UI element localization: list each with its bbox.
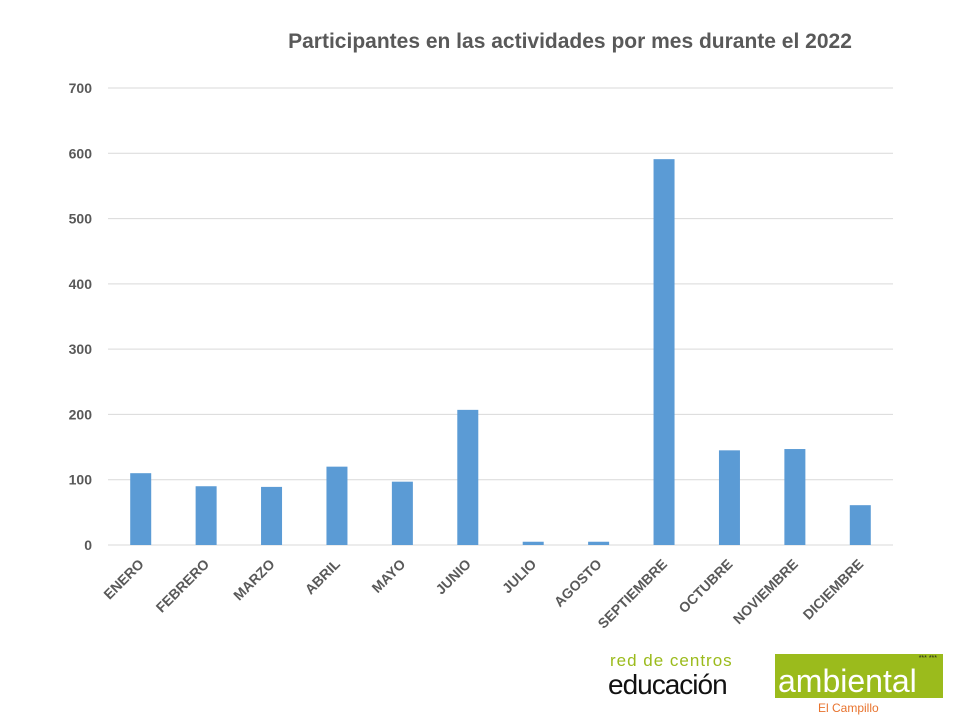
logo-line2: educación (608, 669, 728, 700)
x-tick-label: MAYO (368, 556, 408, 596)
logo-line4: El Campillo (818, 701, 879, 715)
bar-marzo (261, 486, 283, 545)
logo: red de centros educación *** *** ambient… (608, 652, 948, 718)
bar-mayo (391, 481, 413, 545)
bar-abril (326, 466, 348, 545)
bar-noviembre (784, 449, 806, 545)
y-tick-label: 500 (69, 211, 93, 227)
bar-octubre (718, 450, 740, 545)
x-tick-label: OCTUBRE (675, 556, 735, 616)
logo-stars: *** *** (918, 655, 937, 662)
bar-septiembre (653, 159, 675, 545)
y-tick-label: 0 (84, 537, 92, 553)
x-tick-label: ENERO (100, 556, 147, 603)
bar-julio (522, 541, 544, 545)
bar-diciembre (849, 505, 871, 545)
y-tick-label: 200 (69, 406, 93, 422)
logo-line3: *** *** ambiental (775, 654, 943, 698)
x-tick-label: AGOSTO (551, 556, 605, 610)
bar-chart: 0 100 200 300 400 500 600 700 ENERO FEBRERO MARZO A… (69, 80, 893, 632)
y-tick-label: 400 (69, 276, 93, 292)
y-tick-label: 700 (69, 80, 93, 96)
x-tick-label: JUNIO (432, 556, 474, 598)
logo-line1: red de centros (610, 651, 733, 670)
y-tick-label: 300 (69, 341, 93, 357)
x-tick-label: MARZO (230, 556, 278, 604)
x-tick-label: FEBRERO (153, 556, 213, 616)
x-tick-label: JULIO (499, 556, 540, 597)
y-tick-label: 100 (69, 472, 93, 488)
bar-junio (457, 409, 479, 545)
logo-ambiental: ambiental (778, 663, 917, 699)
x-tick-label: SEPTIEMBRE (594, 556, 670, 632)
x-tick-label: DICIEMBRE (800, 556, 867, 623)
x-tick-label: NOVIEMBRE (730, 556, 801, 627)
y-tick-label: 600 (69, 145, 93, 161)
x-tick-label: ABRIL (302, 555, 344, 597)
bar-febrero (195, 486, 217, 545)
bar-enero (130, 473, 152, 545)
bar-agosto (588, 541, 610, 545)
chart-title: Participantes en las actividades por mes… (288, 30, 852, 53)
